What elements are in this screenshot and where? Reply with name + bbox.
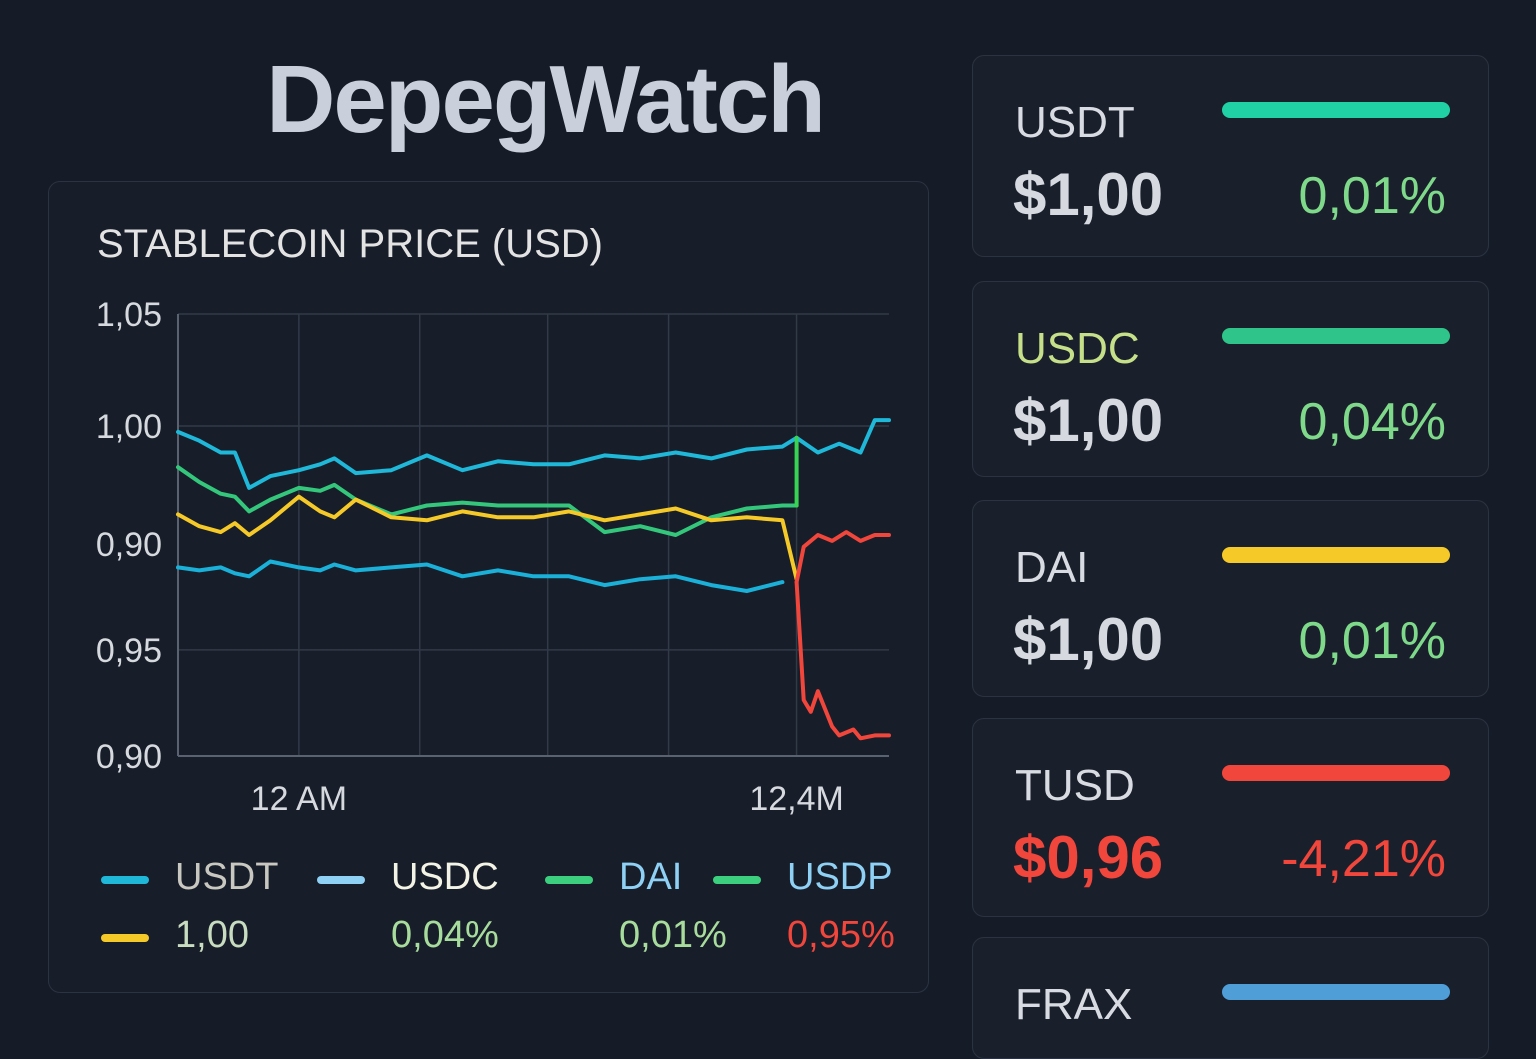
series-line	[176, 559, 785, 593]
app-title: DepegWatch	[266, 46, 826, 153]
coin-symbol: USDC	[1015, 324, 1140, 373]
x-tick-label: 12,4M	[749, 780, 844, 818]
coin-card-tusd[interactable]: TUSD $0,96 -4,21%	[972, 718, 1489, 917]
legend-label: 0,01%	[619, 914, 727, 956]
y-tick-label: 0,95	[96, 632, 162, 670]
coin-symbol: DAI	[1015, 543, 1089, 592]
price-change: 0,04%	[1298, 393, 1446, 451]
legend-swatch	[101, 934, 149, 942]
price-chart: 1,05 1,00 0,90 0,95 0,90 12 AM 12,4M	[96, 296, 891, 818]
price-change: 0,01%	[1298, 612, 1446, 670]
coin-card-usdc[interactable]: USDC $1,00 0,04%	[972, 281, 1489, 477]
coin-price: $1,00	[1013, 387, 1164, 454]
price-change: -4,21%	[1281, 830, 1446, 888]
price-change: 0,01%	[1298, 167, 1446, 225]
legend-label: 0,04%	[391, 914, 499, 956]
coin-price: $1,00	[1013, 606, 1164, 673]
y-tick-label: 0,90	[96, 738, 162, 776]
coin-price: $1,00	[1013, 161, 1164, 228]
y-tick-label: 1,00	[96, 408, 162, 446]
coin-card-frax[interactable]: FRAX	[972, 937, 1489, 1059]
coin-card-usdt[interactable]: USDT $1,00 0,01%	[972, 55, 1489, 257]
x-tick-label: 12 AM	[251, 780, 347, 818]
coin-symbol: TUSD	[1015, 761, 1135, 810]
chart-title: STABLECOIN PRICE (USD)	[97, 222, 603, 266]
legend-label: DAI	[619, 856, 683, 898]
series-line	[794, 580, 891, 741]
peg-status-bar	[1222, 984, 1450, 1000]
legend-swatch	[317, 876, 365, 884]
coin-symbol: FRAX	[1015, 980, 1133, 1029]
legend-swatch	[101, 876, 149, 884]
legend-label: USDT	[175, 856, 279, 898]
peg-status-bar	[1222, 547, 1450, 563]
coin-price: $0,96	[1013, 824, 1164, 891]
legend-swatch	[713, 876, 761, 884]
peg-status-bar	[1222, 102, 1450, 118]
series-line	[176, 494, 799, 582]
legend-label: 0,95%	[787, 914, 895, 956]
series-line	[794, 530, 891, 585]
legend-label: USDP	[787, 856, 893, 898]
peg-status-bar	[1222, 765, 1450, 781]
coin-symbol: USDT	[1015, 98, 1135, 147]
series-line	[176, 418, 891, 490]
y-tick-label: 1,05	[96, 296, 162, 334]
legend-swatch	[545, 876, 593, 884]
series-line	[176, 465, 799, 537]
legend-label: USDC	[391, 856, 499, 898]
coin-card-dai[interactable]: DAI $1,00 0,01%	[972, 500, 1489, 697]
legend-label: 1,00	[175, 914, 249, 956]
peg-status-bar	[1222, 328, 1450, 344]
y-tick-label: 0,90	[96, 526, 162, 564]
price-chart-panel: STABLECOIN PRICE (USD) 1,05 1,00 0,90 0,95 0…	[48, 181, 929, 993]
